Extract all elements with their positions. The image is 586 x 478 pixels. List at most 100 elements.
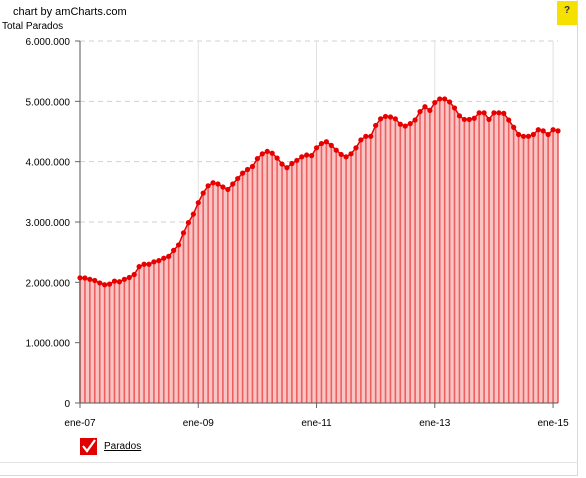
x-tick-label: ene-15 bbox=[538, 418, 570, 429]
data-point bbox=[175, 242, 182, 248]
data-point bbox=[545, 131, 551, 138]
data-point bbox=[323, 139, 329, 145]
data-point bbox=[309, 153, 315, 159]
data-point bbox=[348, 151, 354, 157]
data-point bbox=[550, 127, 556, 133]
data-point bbox=[294, 157, 300, 164]
data-point bbox=[77, 275, 83, 281]
data-point bbox=[333, 147, 339, 153]
data-point bbox=[456, 113, 463, 119]
y-tick-label: 3.000.000 bbox=[26, 218, 71, 229]
data-point bbox=[427, 107, 433, 113]
data-point bbox=[284, 165, 290, 171]
data-point bbox=[215, 181, 221, 187]
data-point bbox=[244, 166, 251, 173]
data-point bbox=[106, 281, 113, 287]
legend: Parados bbox=[80, 438, 141, 455]
data-point bbox=[126, 274, 132, 281]
x-tick-label: ene-09 bbox=[183, 418, 215, 429]
data-point bbox=[520, 133, 527, 139]
data-point bbox=[225, 186, 231, 193]
data-point bbox=[511, 124, 517, 130]
data-point bbox=[299, 154, 305, 160]
area-fill bbox=[80, 98, 558, 404]
data-point bbox=[461, 116, 467, 123]
y-tick-label: 0 bbox=[64, 399, 70, 410]
y-tick-label: 4.000.000 bbox=[26, 158, 71, 169]
data-point bbox=[131, 271, 137, 278]
data-point bbox=[200, 190, 206, 196]
data-point bbox=[92, 277, 98, 284]
data-point bbox=[407, 121, 413, 127]
legend-item-parados[interactable]: Parados bbox=[104, 441, 142, 452]
data-point bbox=[368, 133, 374, 139]
data-point bbox=[289, 160, 295, 167]
y-axis-title: Total Parados bbox=[2, 21, 64, 32]
data-point bbox=[432, 99, 438, 106]
data-point bbox=[259, 151, 265, 157]
help-button[interactable]: ? bbox=[557, 1, 577, 25]
data-point bbox=[190, 211, 196, 217]
data-point bbox=[343, 154, 349, 160]
data-point bbox=[442, 96, 448, 102]
data-point bbox=[338, 151, 344, 158]
data-point bbox=[515, 131, 522, 138]
data-point bbox=[205, 183, 211, 189]
data-point bbox=[156, 258, 162, 264]
data-point bbox=[530, 131, 536, 138]
data-point bbox=[422, 104, 428, 110]
data-point bbox=[313, 145, 320, 151]
data-point bbox=[235, 175, 241, 182]
data-point bbox=[249, 163, 256, 170]
data-point bbox=[136, 264, 142, 270]
data-point bbox=[274, 155, 280, 161]
data-point bbox=[476, 110, 482, 116]
data-point bbox=[166, 253, 172, 259]
data-point bbox=[269, 150, 275, 156]
data-point bbox=[171, 247, 177, 253]
legend-checkbox[interactable] bbox=[80, 438, 97, 455]
x-tick-label: ene-11 bbox=[301, 418, 332, 429]
data-point bbox=[412, 117, 418, 123]
data-point bbox=[387, 114, 394, 120]
data-point bbox=[555, 128, 561, 134]
data-point bbox=[373, 122, 379, 129]
amcharts-credit-link[interactable]: chart by amCharts.com bbox=[13, 6, 127, 18]
y-tick-label: 1.000.000 bbox=[26, 339, 71, 350]
data-point bbox=[540, 128, 546, 134]
data-point bbox=[486, 116, 492, 123]
data-point bbox=[392, 116, 398, 122]
data-point bbox=[417, 108, 423, 115]
data-point bbox=[491, 110, 497, 116]
x-tick-label: ene-07 bbox=[64, 418, 96, 429]
data-point bbox=[146, 261, 152, 267]
data-point bbox=[279, 161, 285, 167]
data-point bbox=[496, 110, 502, 116]
data-point bbox=[264, 148, 270, 155]
data-point bbox=[304, 152, 310, 158]
data-point bbox=[210, 180, 216, 186]
data-point bbox=[151, 259, 157, 265]
data-point bbox=[87, 276, 93, 282]
data-point bbox=[446, 99, 453, 105]
data-point bbox=[318, 140, 325, 147]
data-point bbox=[220, 184, 226, 190]
data-point bbox=[471, 115, 477, 121]
data-point bbox=[481, 110, 487, 116]
data-point bbox=[111, 278, 118, 284]
data-point bbox=[82, 275, 88, 281]
data-point bbox=[185, 220, 192, 226]
data-point bbox=[121, 276, 127, 282]
data-point bbox=[525, 133, 532, 139]
data-point bbox=[161, 255, 167, 261]
data-point bbox=[466, 116, 472, 123]
y-tick-label: 6.000.000 bbox=[26, 37, 71, 48]
data-point bbox=[102, 282, 108, 288]
data-point bbox=[382, 113, 389, 120]
data-point bbox=[451, 105, 458, 111]
data-point bbox=[230, 181, 236, 187]
data-point bbox=[328, 142, 334, 148]
data-point bbox=[97, 280, 103, 286]
